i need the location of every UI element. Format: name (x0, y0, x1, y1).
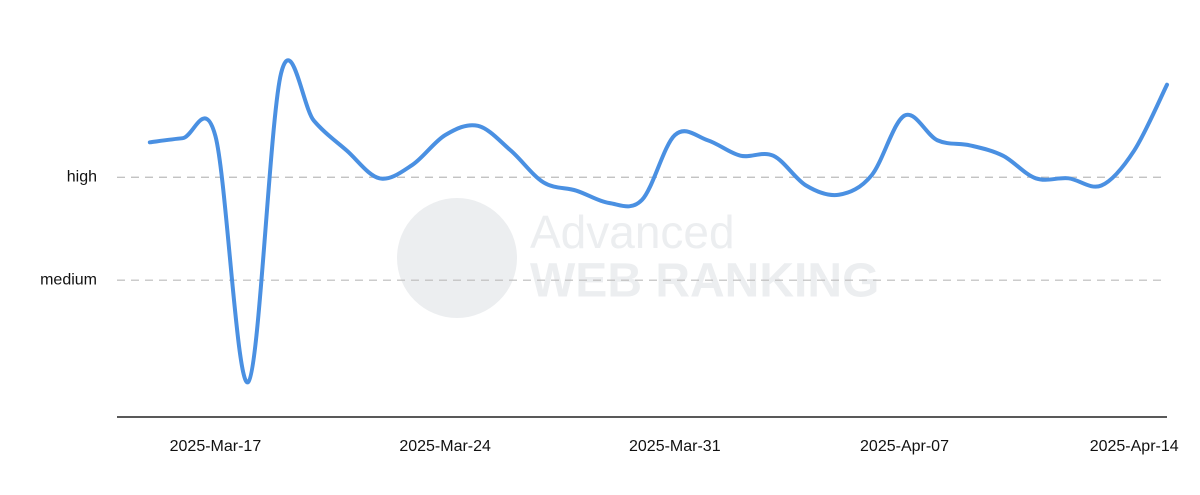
y-tick-label: high (67, 169, 97, 186)
watermark-globe (397, 198, 517, 318)
x-tick-label: 2025-Apr-14 (1090, 438, 1179, 455)
watermark: Advanced WEB RANKING (397, 198, 879, 318)
line (147, 58, 1169, 385)
watermark-text: Advanced (530, 206, 735, 258)
x-tick-label: 2025-Mar-31 (629, 438, 721, 455)
x-tick-label: 2025-Mar-24 (399, 438, 491, 455)
x-tick-label: 2025-Apr-07 (860, 438, 949, 455)
x-tick-label: 2025-Mar-17 (170, 438, 262, 455)
y-tick-label: medium (40, 271, 97, 288)
watermark-text: WEB RANKING (530, 255, 879, 308)
